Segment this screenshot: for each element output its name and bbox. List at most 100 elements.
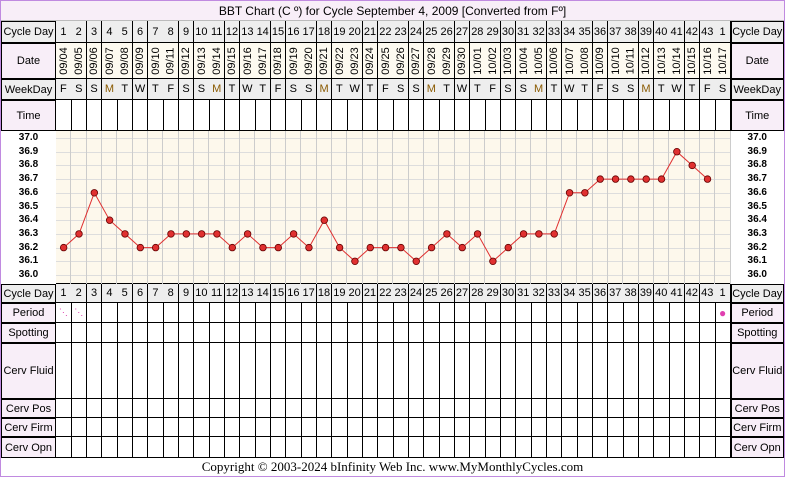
- cerv-firm-cell[interactable]: [669, 418, 686, 437]
- spotting-cell[interactable]: [239, 323, 256, 343]
- cerv-fluid-cell[interactable]: [531, 343, 548, 399]
- period-cell[interactable]: [132, 303, 149, 323]
- spotting-cell[interactable]: [301, 323, 318, 343]
- cerv-firm-cell[interactable]: [439, 418, 456, 437]
- spotting-cell[interactable]: [132, 323, 149, 343]
- cerv-opn-cell[interactable]: [393, 437, 410, 458]
- spotting-cell[interactable]: [393, 323, 410, 343]
- cerv-firm-cell[interactable]: [86, 418, 103, 437]
- cerv-pos-cell[interactable]: [577, 399, 594, 418]
- time-cell[interactable]: [86, 100, 103, 131]
- cerv-firm-cell[interactable]: [561, 418, 578, 437]
- cerv-pos-cell[interactable]: [316, 399, 333, 418]
- cerv-pos-cell[interactable]: [684, 399, 701, 418]
- spotting-cell[interactable]: [684, 323, 701, 343]
- cerv-pos-cell[interactable]: [546, 399, 563, 418]
- cerv-opn-cell[interactable]: [71, 437, 88, 458]
- cerv-pos-cell[interactable]: [209, 399, 226, 418]
- period-cell[interactable]: [255, 303, 272, 323]
- time-cell[interactable]: [408, 100, 425, 131]
- time-cell[interactable]: [715, 100, 732, 131]
- cerv-fluid-cell[interactable]: [454, 343, 471, 399]
- time-cell[interactable]: [255, 100, 272, 131]
- spotting-cell[interactable]: [209, 323, 226, 343]
- cerv-fluid-cell[interactable]: [715, 343, 732, 399]
- cerv-firm-cell[interactable]: [454, 418, 471, 437]
- cerv-opn-cell[interactable]: [132, 437, 149, 458]
- period-cell[interactable]: [270, 303, 287, 323]
- cerv-opn-cell[interactable]: [607, 437, 624, 458]
- cerv-firm-cell[interactable]: [285, 418, 302, 437]
- cerv-pos-cell[interactable]: [454, 399, 471, 418]
- period-cell[interactable]: [469, 303, 486, 323]
- cerv-fluid-cell[interactable]: [653, 343, 670, 399]
- cerv-firm-cell[interactable]: [623, 418, 640, 437]
- time-cell[interactable]: [347, 100, 364, 131]
- cerv-pos-cell[interactable]: [270, 399, 287, 418]
- cerv-pos-cell[interactable]: [439, 399, 456, 418]
- cerv-pos-cell[interactable]: [132, 399, 149, 418]
- cerv-firm-cell[interactable]: [500, 418, 517, 437]
- time-cell[interactable]: [561, 100, 578, 131]
- period-cell[interactable]: [684, 303, 701, 323]
- time-cell[interactable]: [163, 100, 180, 131]
- time-cell[interactable]: [147, 100, 164, 131]
- cerv-opn-cell[interactable]: [500, 437, 517, 458]
- spotting-cell[interactable]: [653, 323, 670, 343]
- time-cell[interactable]: [500, 100, 517, 131]
- period-cell[interactable]: [638, 303, 655, 323]
- cerv-fluid-cell[interactable]: [193, 343, 210, 399]
- cerv-opn-cell[interactable]: [147, 437, 164, 458]
- time-cell[interactable]: [316, 100, 333, 131]
- cerv-firm-cell[interactable]: [515, 418, 532, 437]
- cerv-fluid-cell[interactable]: [362, 343, 379, 399]
- cerv-firm-cell[interactable]: [224, 418, 241, 437]
- cerv-pos-cell[interactable]: [331, 399, 348, 418]
- spotting-cell[interactable]: [101, 323, 118, 343]
- cerv-pos-cell[interactable]: [623, 399, 640, 418]
- cerv-opn-cell[interactable]: [592, 437, 609, 458]
- period-cell[interactable]: [285, 303, 302, 323]
- period-cell[interactable]: [500, 303, 517, 323]
- spotting-cell[interactable]: [56, 323, 72, 343]
- cerv-pos-cell[interactable]: [423, 399, 440, 418]
- time-cell[interactable]: [193, 100, 210, 131]
- period-cell[interactable]: [623, 303, 640, 323]
- time-cell[interactable]: [56, 100, 72, 131]
- time-cell[interactable]: [653, 100, 670, 131]
- spotting-cell[interactable]: [485, 323, 502, 343]
- cerv-opn-cell[interactable]: [56, 437, 72, 458]
- time-cell[interactable]: [454, 100, 471, 131]
- time-cell[interactable]: [285, 100, 302, 131]
- cerv-fluid-cell[interactable]: [331, 343, 348, 399]
- cerv-opn-cell[interactable]: [515, 437, 532, 458]
- cerv-opn-cell[interactable]: [423, 437, 440, 458]
- cerv-firm-cell[interactable]: [423, 418, 440, 437]
- spotting-cell[interactable]: [699, 323, 716, 343]
- cerv-firm-cell[interactable]: [270, 418, 287, 437]
- cerv-opn-cell[interactable]: [546, 437, 563, 458]
- cerv-opn-cell[interactable]: [178, 437, 195, 458]
- spotting-cell[interactable]: [408, 323, 425, 343]
- cerv-firm-cell[interactable]: [316, 418, 333, 437]
- spotting-cell[interactable]: [500, 323, 517, 343]
- cerv-firm-cell[interactable]: [408, 418, 425, 437]
- time-cell[interactable]: [577, 100, 594, 131]
- spotting-cell[interactable]: [469, 323, 486, 343]
- cerv-opn-cell[interactable]: [117, 437, 134, 458]
- cerv-fluid-cell[interactable]: [393, 343, 410, 399]
- spotting-cell[interactable]: [163, 323, 180, 343]
- cerv-fluid-cell[interactable]: [561, 343, 578, 399]
- time-cell[interactable]: [485, 100, 502, 131]
- period-cell[interactable]: [607, 303, 624, 323]
- spotting-cell[interactable]: [377, 323, 394, 343]
- time-cell[interactable]: [71, 100, 88, 131]
- cerv-firm-cell[interactable]: [347, 418, 364, 437]
- period-cell[interactable]: [439, 303, 456, 323]
- spotting-cell[interactable]: [255, 323, 272, 343]
- spotting-cell[interactable]: [347, 323, 364, 343]
- time-cell[interactable]: [224, 100, 241, 131]
- cerv-firm-cell[interactable]: [301, 418, 318, 437]
- cerv-opn-cell[interactable]: [331, 437, 348, 458]
- cerv-fluid-cell[interactable]: [546, 343, 563, 399]
